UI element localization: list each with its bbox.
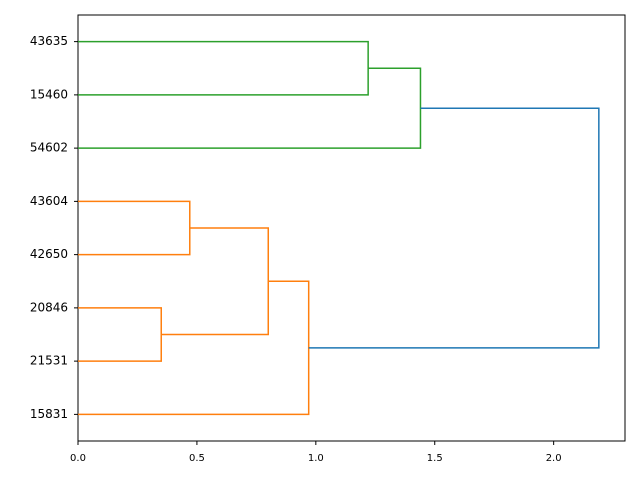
link: [78, 40, 369, 96]
leaf-label: 21531: [30, 354, 68, 368]
x-tick-label: 0.0: [70, 453, 86, 464]
link: [78, 67, 422, 149]
leaf-label: 20846: [30, 300, 68, 314]
x-tick-label: 2.0: [546, 453, 562, 464]
link: [161, 227, 270, 336]
link: [308, 107, 600, 349]
link: [78, 307, 162, 362]
leaf-label: 43635: [30, 34, 68, 48]
leaf-label: 42650: [30, 247, 68, 261]
plot-frame: [77, 14, 626, 442]
leaf-label: 54602: [30, 141, 68, 155]
leaf-label: 15460: [30, 87, 68, 101]
x-tick-label: 1.5: [427, 453, 443, 464]
link: [78, 200, 191, 256]
x-tick-label: 0.5: [189, 453, 205, 464]
x-tick-label: 1.0: [308, 453, 324, 464]
link: [78, 280, 310, 416]
leaf-label: 43604: [30, 194, 68, 208]
leaf-label: 15831: [30, 407, 68, 421]
